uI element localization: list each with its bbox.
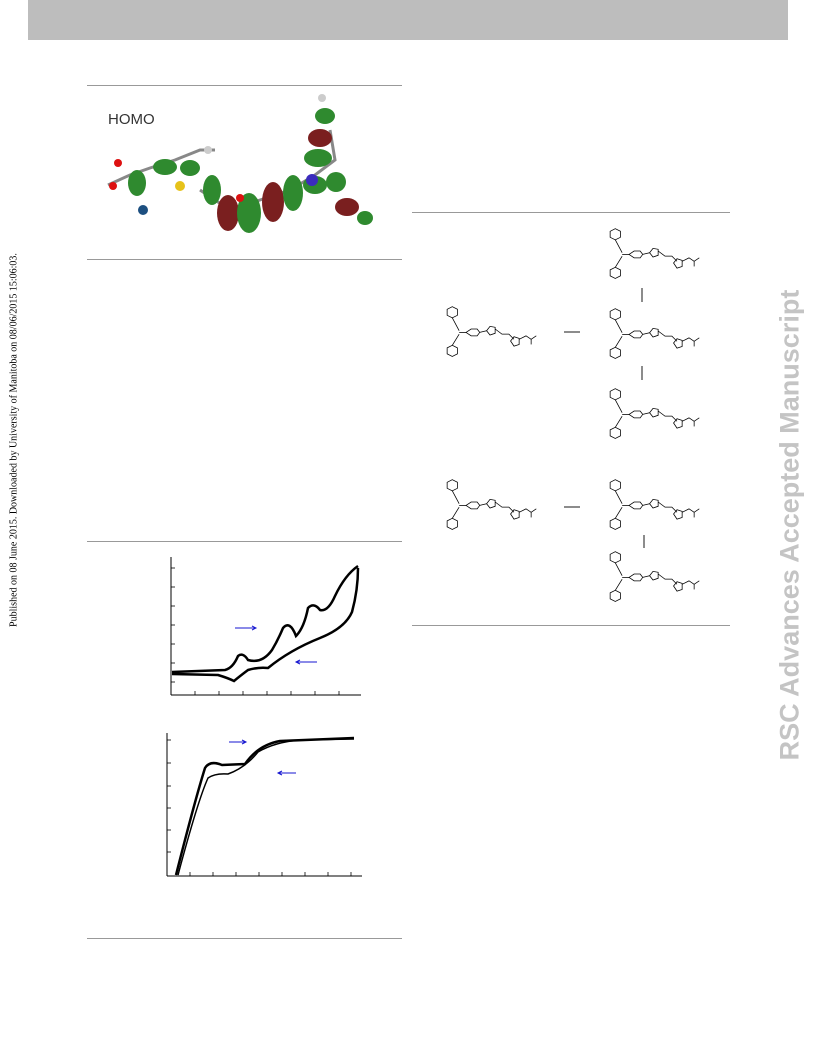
orbital-label: HOMO bbox=[108, 111, 155, 128]
structure bbox=[609, 551, 700, 602]
structure bbox=[609, 308, 700, 359]
structure bbox=[446, 479, 537, 530]
resonance-scheme bbox=[446, 228, 700, 602]
structure bbox=[609, 228, 700, 279]
structure bbox=[609, 479, 700, 530]
rule bbox=[412, 625, 730, 626]
structure bbox=[609, 388, 700, 439]
orbital-image bbox=[107, 94, 373, 233]
rule bbox=[87, 85, 402, 86]
rule bbox=[412, 212, 730, 213]
voltammogram-plot bbox=[166, 733, 362, 877]
header-bar bbox=[28, 0, 788, 40]
cv-plot bbox=[170, 557, 361, 696]
rule bbox=[87, 541, 402, 542]
structure bbox=[446, 306, 537, 357]
rule bbox=[87, 938, 402, 939]
rule bbox=[87, 259, 402, 260]
